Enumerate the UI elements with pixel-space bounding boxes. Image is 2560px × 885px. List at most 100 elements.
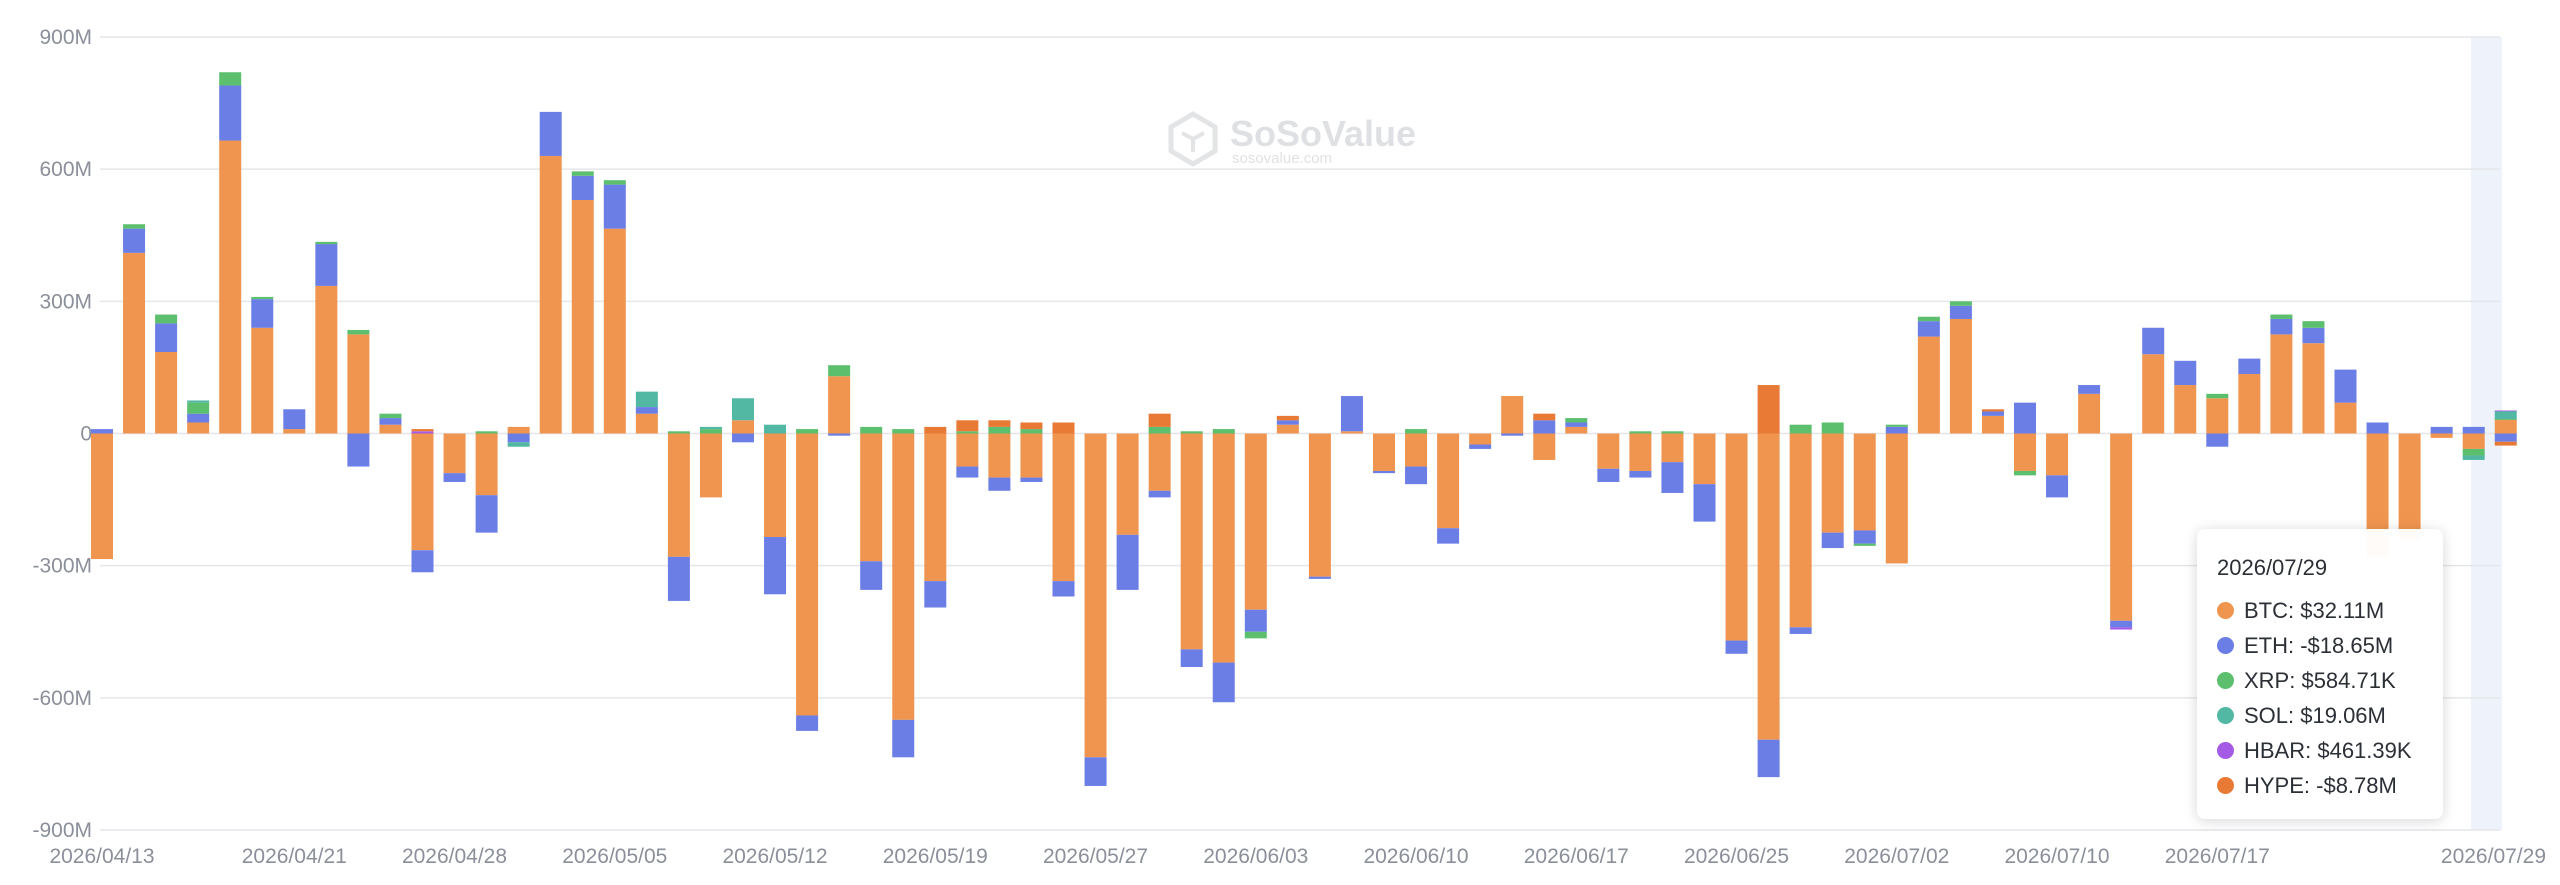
bar-segment-hbar [2110, 627, 2133, 630]
bar-segment-eth [1469, 444, 1492, 449]
bar-segment-eth [1244, 609, 1267, 632]
legend-dot-icon [2217, 672, 2234, 689]
bar-segment-hype [1981, 409, 2004, 412]
bar-segment-xrp [2270, 314, 2293, 319]
bar-segment-btc [507, 426, 530, 434]
bar-segment-eth [1981, 411, 2004, 416]
bar-segment-xrp [1148, 426, 1171, 434]
bar-segment-btc [924, 433, 947, 582]
bar-segment-btc [91, 433, 113, 560]
y-tick-label: 900M [39, 26, 92, 49]
data-tooltip: 2026/07/29 BTC: $32.11M ETH: -$18.65M XRP:… [2197, 529, 2443, 819]
bar-segment-btc [1116, 433, 1139, 535]
watermark-brand-name: SoSoValue [1230, 113, 1416, 154]
bar-segment-btc [475, 433, 498, 496]
x-tick-label: 2026/05/27 [1043, 845, 1148, 868]
bar-segment-eth [764, 537, 787, 595]
bar-segment-eth [796, 715, 819, 731]
bar-segment-btc [1437, 433, 1460, 529]
bar-segment-btc [1469, 433, 1492, 445]
bar-segment-xrp [1405, 429, 1428, 434]
tooltip-row: BTC: $32.11M [2217, 593, 2443, 628]
bar-segment-btc [1308, 433, 1331, 577]
bar-segment-eth [1437, 528, 1460, 544]
bar-segment-eth [315, 244, 338, 286]
bar-segment-btc [2078, 393, 2101, 434]
bar-segment-hype [1276, 415, 1299, 421]
x-axis: 2026/04/13 2026/04/21 2026/04/28 2026/05/05… [49, 845, 2546, 868]
bar-segment-hbar [411, 431, 434, 434]
bar-segment-eth [1885, 426, 1908, 434]
bar-segment-btc [2270, 334, 2293, 434]
bar-segment-sol [507, 442, 530, 447]
bar-segment-btc [2174, 385, 2197, 434]
bar-segment-xrp [603, 180, 626, 185]
bar-segment-eth [1501, 433, 1524, 436]
bar-segment-btc [1917, 336, 1940, 434]
bar-segment-xrp [1789, 424, 1812, 434]
y-axis: 900M 600M 300M 0 -300M -600M -900M [32, 26, 92, 842]
x-tick-label: 2026/05/12 [722, 845, 827, 868]
bar-segment-eth [1757, 739, 1780, 778]
tooltip-row-label: ETH: -$18.65M [2244, 632, 2394, 658]
tooltip-row: SOL: $19.06M [2217, 698, 2443, 733]
bar-segment-xrp [155, 314, 178, 324]
bar-segment-eth [155, 323, 178, 352]
bar-segment-eth [2270, 318, 2293, 335]
bar-segment-xrp [219, 72, 242, 86]
bar-segment-btc [1340, 431, 1363, 434]
bar-segment-hype [1533, 413, 1556, 421]
bar-segment-btc [1981, 415, 2004, 434]
bar-segment-eth [1917, 321, 1940, 337]
bar-segment-btc [1757, 433, 1780, 740]
bar-segment-xrp [2014, 470, 2036, 476]
bar-segment-eth [2366, 422, 2389, 434]
bar-segment-eth [251, 299, 274, 328]
bar-segment-btc [2110, 433, 2133, 621]
bar-segment-sol [2494, 410, 2517, 420]
bar-segment-hype [1052, 422, 1075, 434]
bar-segment-eth [347, 433, 370, 467]
bar-segment-btc [2462, 433, 2485, 449]
bar-segment-xrp [699, 429, 722, 434]
bar-segment-eth [1405, 466, 1428, 485]
tooltip-row: ETH: -$18.65M [2217, 628, 2443, 663]
bar-segment-btc [1629, 433, 1652, 471]
bar-segment-eth [2462, 426, 2485, 434]
bar-segment-btc [1533, 433, 1556, 460]
bar-segment-btc [1597, 433, 1620, 469]
bar-segment-eth [956, 466, 979, 478]
bar-segment-xrp [187, 402, 210, 414]
tooltip-date: 2026/07/29 [2217, 555, 2328, 580]
bar-segment-eth [539, 111, 562, 156]
legend-dot-icon [2217, 742, 2234, 759]
bar-segment-btc [443, 433, 466, 474]
bar-segment-btc [123, 252, 146, 434]
bar-segment-eth [1725, 640, 1748, 654]
bar-segment-btc [1501, 396, 1524, 434]
tooltip-row-label: SOL: $19.06M [2244, 702, 2386, 728]
bar-segment-eth [1629, 470, 1652, 478]
bar-segment-eth [1052, 581, 1075, 597]
bar-segment-xrp [1629, 431, 1652, 434]
bar-segment-btc [603, 228, 626, 434]
bar-segment-eth [1148, 490, 1171, 498]
bar-segment-xrp [988, 426, 1011, 434]
bar-segment-xrp [475, 431, 498, 434]
bar-segment-btc [347, 334, 370, 434]
bar-segment-btc [988, 433, 1011, 478]
bar-segment-eth [1597, 468, 1620, 482]
bar-segment-btc [315, 285, 338, 434]
x-tick-label: 2026/05/05 [562, 845, 667, 868]
bar-segment-hype [988, 420, 1011, 427]
bar-segment-xrp [123, 224, 146, 229]
bar-segment-sol [764, 424, 787, 434]
bar-segment-btc [2366, 433, 2389, 557]
bar-segment-xrp [1853, 543, 1876, 546]
bar-segment-btc [1052, 433, 1075, 582]
y-tick-label: -600M [32, 687, 92, 710]
bar-segment-btc [219, 140, 242, 434]
y-tick-label: 600M [39, 158, 92, 181]
bar-segment-btc [635, 413, 658, 434]
bar-segment-btc [2142, 354, 2165, 434]
